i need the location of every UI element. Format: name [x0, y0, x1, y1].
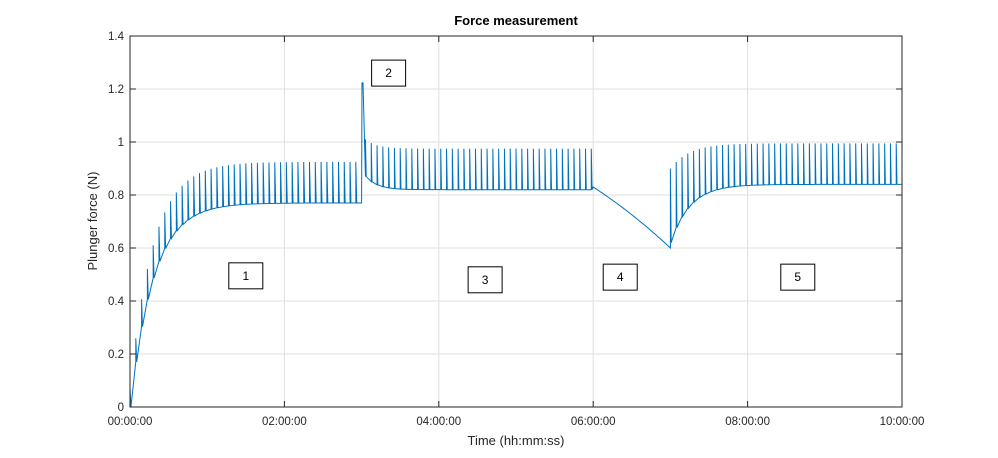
- chart-title: Force measurement: [454, 13, 578, 28]
- y-axis-label: Plunger force (N): [85, 172, 100, 271]
- y-tick-label: 1.2: [108, 84, 124, 96]
- annotation-frame: [467, 266, 503, 294]
- x-tick-label: 06:00:00: [571, 416, 616, 428]
- annotation-frame: [228, 262, 264, 290]
- x-tick-label: 00:00:00: [108, 416, 153, 428]
- annotation-frame: [602, 263, 638, 291]
- x-tick-label: 08:00:00: [725, 416, 770, 428]
- annotation-label: 5: [794, 270, 801, 284]
- annotation-frame: [371, 59, 407, 87]
- x-axis-label: Time (hh:mm:ss): [467, 433, 564, 448]
- y-tick-label: 1.4: [108, 31, 125, 43]
- y-tick-label: 0.2: [108, 349, 124, 361]
- annotation-label: 4: [617, 270, 624, 284]
- x-tick-label: 04:00:00: [416, 416, 461, 428]
- force-series-line: [129, 82, 902, 408]
- y-tick-labels: 0 0.2 0.4 0.6 0.8 1 1.2 1.4: [108, 31, 125, 414]
- y-tick-label: 0.8: [108, 190, 124, 202]
- annotation-box: 3: [467, 266, 503, 294]
- annotation-label: 3: [482, 273, 489, 287]
- annotation-box: 2: [371, 59, 407, 87]
- y-tick-label: 0.4: [108, 296, 125, 308]
- annotation-frame: [780, 263, 816, 291]
- annotation-box: 1: [228, 262, 264, 290]
- x-tick-label: 10:00:00: [880, 416, 925, 428]
- x-tick-labels: 00:00:00 02:00:00 04:00:00 06:00:00 08:00:00…: [108, 416, 925, 428]
- plot-frame: [129, 35, 903, 408]
- annotation-label: 2: [385, 66, 392, 80]
- tick-marks: [129, 35, 903, 408]
- annotation-box: 4: [602, 263, 638, 291]
- x-tick-label: 02:00:00: [262, 416, 307, 428]
- annotation-box: 5: [780, 263, 816, 291]
- annotation-label: 1: [242, 269, 249, 283]
- annotations: 1 2 3 4 5: [228, 59, 816, 294]
- y-tick-label: 0: [118, 402, 124, 414]
- series-layer: [129, 82, 902, 408]
- y-tick-label: 0.6: [108, 243, 124, 255]
- y-tick-label: 1: [118, 137, 124, 149]
- plot-area: [130, 36, 902, 407]
